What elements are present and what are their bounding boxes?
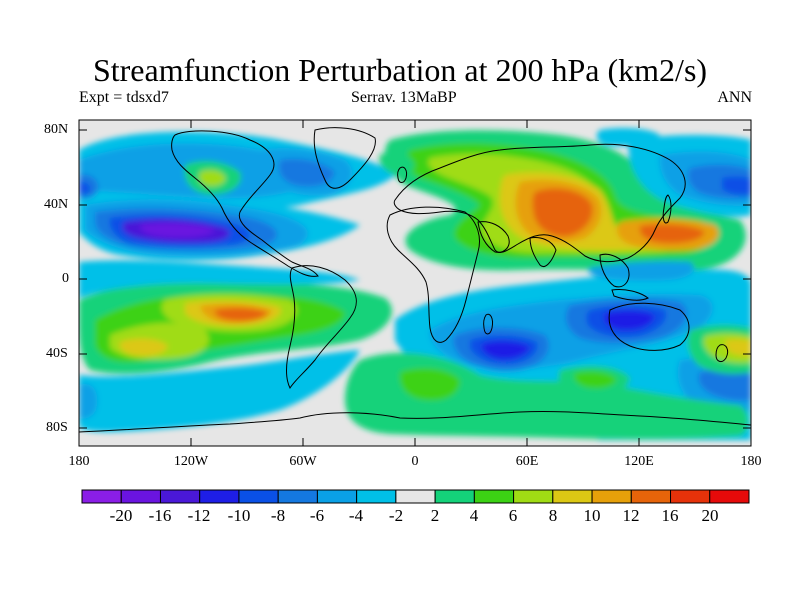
contour-pos-fill-9	[379, 151, 415, 176]
x-tick-label: 60E	[515, 454, 539, 469]
contour-neg-fill-4	[79, 384, 98, 419]
colorbar-swatch	[513, 489, 554, 504]
coastline-australia	[608, 302, 690, 351]
contour-pos-fill-2	[399, 368, 460, 401]
coastline-southeast-asia	[599, 253, 630, 288]
colorbar-swatch	[356, 489, 397, 504]
y-tick-label: 40N	[44, 197, 69, 212]
axis-ticks	[78, 120, 752, 446]
contour-pos-fill-6	[532, 188, 593, 237]
contour-neg-fill-8	[481, 341, 530, 360]
y-tick-label: 0	[62, 271, 69, 286]
contour-pos-fill-2	[199, 170, 226, 187]
colorbar-label: -12	[187, 506, 211, 525]
coastline-arabia	[477, 221, 510, 253]
contour-pos-fill-8	[639, 224, 705, 244]
coastline-north-america	[171, 130, 319, 277]
contour-pos-fill-7	[214, 307, 268, 322]
colorbar-swatch	[552, 489, 593, 504]
contour-neg-arctic	[596, 127, 660, 147]
coastline-africa	[386, 206, 480, 343]
contour-neg-fill-5	[603, 310, 655, 331]
x-tick-label: 120W	[173, 454, 209, 469]
x-tick-label: 180	[740, 454, 762, 469]
colorbar-label: -6	[309, 506, 325, 525]
y-tick-label: 40S	[46, 346, 68, 361]
plot-title: Streamfunction Perturbation at 200 hPa (…	[92, 52, 708, 88]
colorbar-swatch	[395, 489, 436, 504]
colorbar-label: 4	[469, 506, 479, 525]
coastline-japan	[662, 194, 672, 224]
y-tick-label: 80N	[44, 122, 69, 137]
colorbar-swatch	[630, 489, 672, 504]
colorbar	[81, 489, 750, 504]
x-tick-label: 180	[68, 454, 90, 469]
coastline-indonesia	[611, 289, 649, 301]
colorbar-swatch	[473, 489, 515, 504]
experiment-label: Expt = tdsxd7	[79, 89, 169, 106]
colorbar-swatch	[434, 489, 475, 504]
contour-neg-fill-11	[588, 261, 694, 281]
colorbar-swatch	[159, 489, 201, 504]
x-tick-label: 60W	[289, 454, 317, 469]
colorbar-label: -8	[270, 506, 286, 525]
colorbar-label: -16	[148, 506, 172, 525]
period-label: Serrav. 13MaBP	[351, 89, 457, 106]
coastline-antarctica	[79, 410, 751, 446]
colorbar-label: 12	[622, 506, 640, 525]
colorbar-swatch	[238, 489, 279, 504]
coastline-new-zealand	[715, 344, 729, 363]
contour-neg-south-pacific	[79, 260, 360, 298]
contour-neg-fill-9	[279, 158, 335, 187]
contour-neg-dateline-core	[79, 181, 91, 194]
coastlines	[79, 127, 751, 446]
season-label: ANN	[717, 89, 752, 106]
x-tick-label: 0	[411, 454, 419, 469]
coastline-south-america	[286, 265, 357, 390]
x-tick-label: 120E	[624, 454, 654, 469]
colorbar-swatch	[316, 489, 358, 504]
colorbar-label: 16	[661, 506, 679, 525]
contour-neg-fill-10	[698, 369, 751, 401]
coastline-uk	[397, 166, 407, 183]
y-tick-label: 80S	[46, 420, 68, 435]
colorbar-label: 2	[430, 506, 440, 525]
coastline-europe-asia	[393, 143, 686, 263]
colorbar-label: -4	[348, 506, 364, 525]
contour-neg-fill-8	[722, 176, 751, 195]
colorbar-swatch	[120, 489, 161, 504]
contour-pos-fill-8	[119, 338, 168, 357]
colorbar-swatch	[81, 489, 122, 504]
contour-neg-fill-7	[140, 223, 215, 238]
contour-field	[79, 120, 751, 446]
colorbar-swatch	[709, 489, 750, 504]
colorbar-swatch	[591, 489, 632, 504]
colorbar-label: -20	[109, 506, 133, 525]
contour-pos-fill-4	[574, 371, 617, 389]
colorbar-label: -10	[227, 506, 251, 525]
contour-pos-fill-7	[725, 339, 751, 356]
colorbar-label: -2	[388, 506, 404, 525]
colorbar-label: 20	[701, 506, 719, 525]
coastline-greenland	[313, 127, 376, 189]
colorbar-label: 6	[508, 506, 518, 525]
colorbar-swatch	[277, 489, 318, 504]
coastline-india	[529, 237, 557, 267]
colorbar-label: 8	[548, 506, 558, 525]
colorbar-swatch	[199, 489, 240, 504]
coastline-madagascar	[483, 313, 493, 335]
contour-neg-southern-ocean	[79, 350, 360, 432]
colorbar-label: 10	[583, 506, 601, 525]
colorbar-swatch	[670, 489, 711, 504]
